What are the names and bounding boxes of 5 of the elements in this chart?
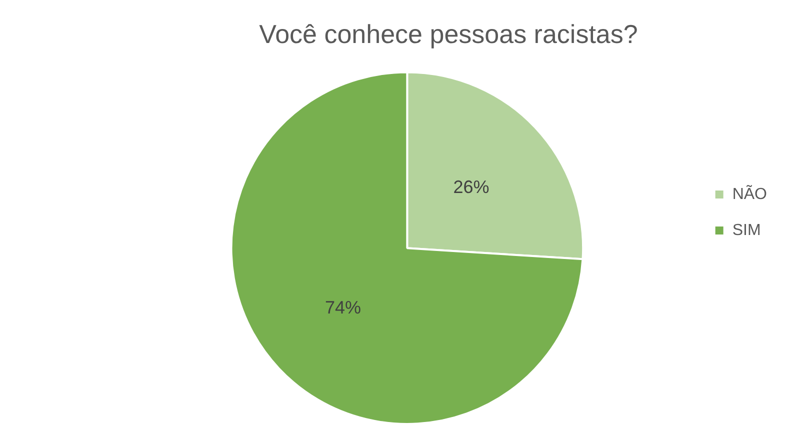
data-label: 74% [325,297,362,318]
data-label: 26% [453,176,490,197]
chart-title: Você conhece pessoas racistas? [259,18,638,49]
legend-label: NÃO [732,184,767,203]
legend-label: SIM [732,222,761,239]
